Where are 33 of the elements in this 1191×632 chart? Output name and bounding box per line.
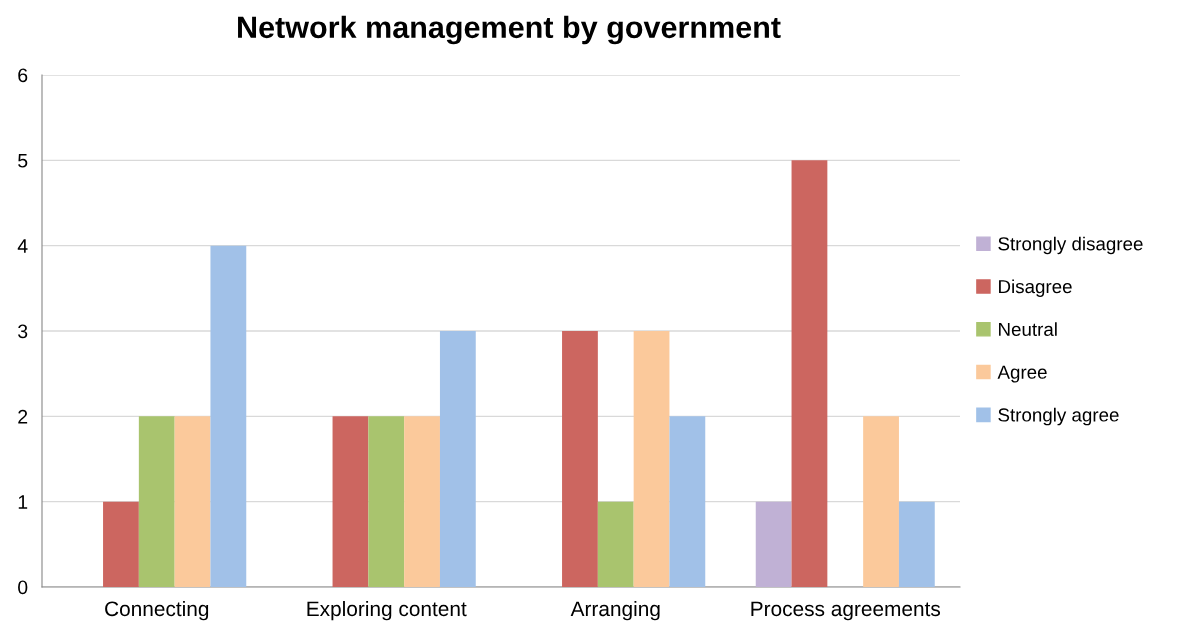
x-tick-label: Connecting xyxy=(105,600,209,621)
bar xyxy=(791,160,828,587)
bar xyxy=(863,416,899,587)
bar xyxy=(103,501,139,587)
x-tick-label: Process agreements xyxy=(751,601,941,621)
y-tick-label: 3 xyxy=(18,324,28,339)
bar xyxy=(755,501,792,587)
bar xyxy=(174,416,211,587)
bar xyxy=(210,245,247,587)
bar xyxy=(669,416,706,587)
legend-label: Agree xyxy=(997,365,1047,383)
chart-title: Network management by government xyxy=(238,15,781,45)
legend-label: Neutral xyxy=(999,322,1057,337)
y-tick-label: 2 xyxy=(18,409,28,424)
x-tick-label: Exploring content xyxy=(307,600,467,621)
bar xyxy=(633,331,670,587)
y-tick-label: 0 xyxy=(18,580,28,595)
bar xyxy=(332,416,369,587)
bar xyxy=(439,331,476,587)
bar xyxy=(138,416,175,587)
bar xyxy=(562,331,598,587)
legend-label: Strongly agree xyxy=(998,407,1119,426)
bar xyxy=(898,501,935,587)
y-tick-label: 6 xyxy=(18,68,28,83)
y-tick-label: 5 xyxy=(18,154,28,168)
bar xyxy=(404,416,440,587)
legend-label: Disagree xyxy=(999,279,1072,297)
bar xyxy=(597,501,634,587)
legend-label: Strongly disagree xyxy=(998,236,1143,255)
y-tick-label: 4 xyxy=(17,239,28,253)
y-tick-label: 1 xyxy=(18,495,28,509)
bar xyxy=(368,416,405,587)
x-tick-label: Arranging xyxy=(570,600,660,621)
